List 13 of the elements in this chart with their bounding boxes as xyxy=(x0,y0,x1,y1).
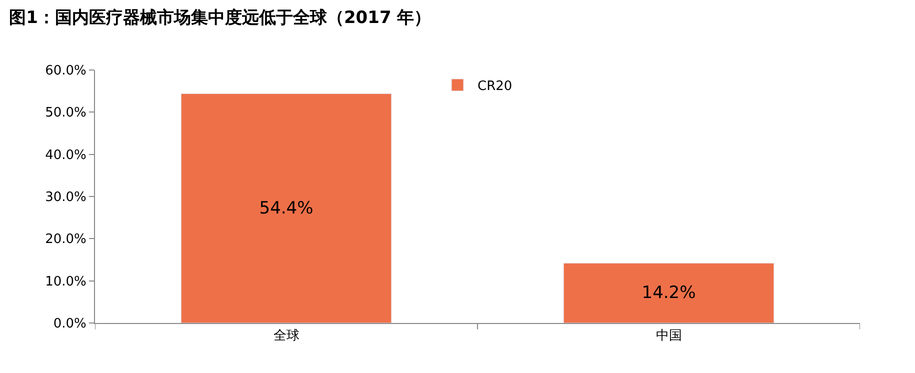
x-tick-label: 全球 xyxy=(273,328,300,344)
y-tick-label: 60.0% xyxy=(45,64,86,79)
data-label: 54.4% xyxy=(259,198,314,218)
y-tick-label: 40.0% xyxy=(45,148,86,163)
data-label: 14.2% xyxy=(642,283,696,304)
y-tick-label: 50.0% xyxy=(45,106,86,121)
chart-title: 图1：国内医疗器械市场集中度远低于全球（2017 年） xyxy=(9,8,432,28)
y-tick-label: 10.0% xyxy=(45,274,86,290)
y-tick-label: 0.0% xyxy=(53,316,86,332)
y-tick-label: 20.0% xyxy=(45,232,86,248)
legend-label: CR20 xyxy=(478,79,512,94)
y-tick-label: 30.0% xyxy=(45,190,86,206)
x-tick-label: 中国 xyxy=(656,328,682,344)
